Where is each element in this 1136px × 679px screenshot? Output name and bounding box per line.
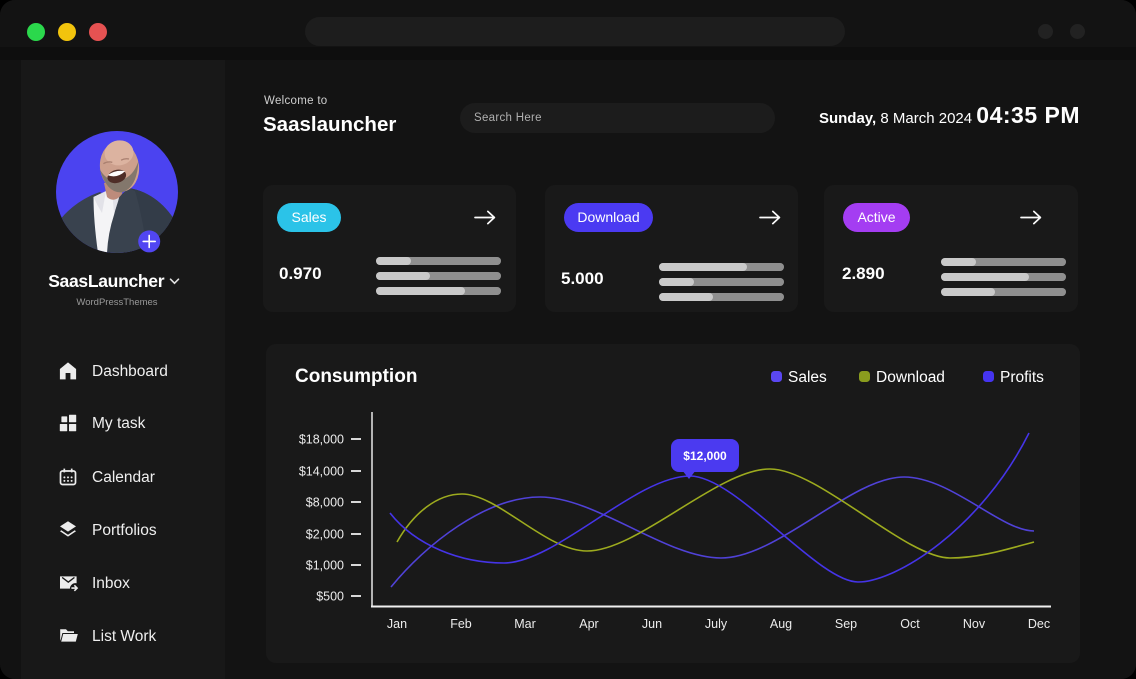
svg-text:Jan: Jan <box>387 617 407 631</box>
svg-text:$18,000: $18,000 <box>299 433 344 447</box>
svg-text:$12,000: $12,000 <box>683 449 727 463</box>
svg-text:Dec: Dec <box>1028 617 1050 631</box>
svg-text:Mar: Mar <box>514 617 536 631</box>
svg-text:Apr: Apr <box>579 617 598 631</box>
svg-text:Aug: Aug <box>770 617 792 631</box>
svg-text:$2,000: $2,000 <box>306 528 344 542</box>
svg-text:Sep: Sep <box>835 617 857 631</box>
svg-text:$8,000: $8,000 <box>306 496 344 510</box>
svg-text:July: July <box>705 617 728 631</box>
svg-text:Oct: Oct <box>900 617 920 631</box>
svg-text:$14,000: $14,000 <box>299 465 344 479</box>
svg-text:Feb: Feb <box>450 617 472 631</box>
svg-text:$1,000: $1,000 <box>306 559 344 573</box>
svg-text:Jun: Jun <box>642 617 662 631</box>
svg-text:Nov: Nov <box>963 617 986 631</box>
svg-text:$500: $500 <box>316 590 344 604</box>
